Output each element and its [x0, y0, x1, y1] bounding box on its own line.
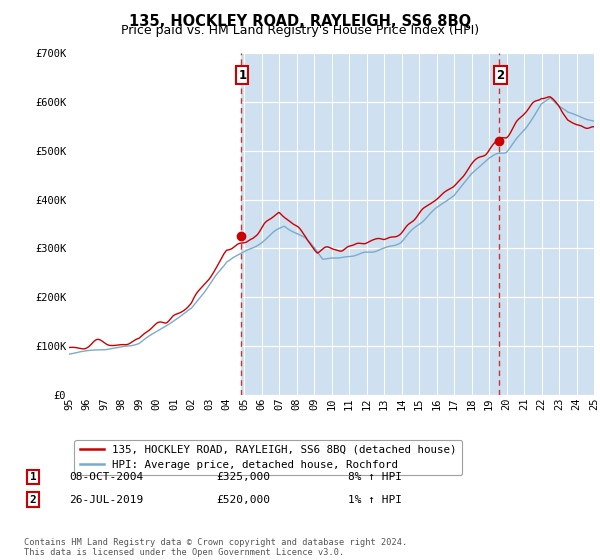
Text: £520,000: £520,000 [216, 494, 270, 505]
Text: 135, HOCKLEY ROAD, RAYLEIGH, SS6 8BQ: 135, HOCKLEY ROAD, RAYLEIGH, SS6 8BQ [129, 14, 471, 29]
Legend: 135, HOCKLEY ROAD, RAYLEIGH, SS6 8BQ (detached house), HPI: Average price, detac: 135, HOCKLEY ROAD, RAYLEIGH, SS6 8BQ (de… [74, 440, 462, 475]
Text: 2: 2 [496, 68, 505, 82]
Text: Price paid vs. HM Land Registry's House Price Index (HPI): Price paid vs. HM Land Registry's House … [121, 24, 479, 37]
Bar [241, 53, 594, 395]
Text: 1: 1 [29, 472, 37, 482]
Text: 2: 2 [29, 494, 37, 505]
Text: 26-JUL-2019: 26-JUL-2019 [69, 494, 143, 505]
Text: 1% ↑ HPI: 1% ↑ HPI [348, 494, 402, 505]
Text: 1: 1 [238, 68, 247, 82]
Text: 08-OCT-2004: 08-OCT-2004 [69, 472, 143, 482]
Text: Contains HM Land Registry data © Crown copyright and database right 2024.
This d: Contains HM Land Registry data © Crown c… [24, 538, 407, 557]
Text: 8% ↑ HPI: 8% ↑ HPI [348, 472, 402, 482]
Text: £325,000: £325,000 [216, 472, 270, 482]
